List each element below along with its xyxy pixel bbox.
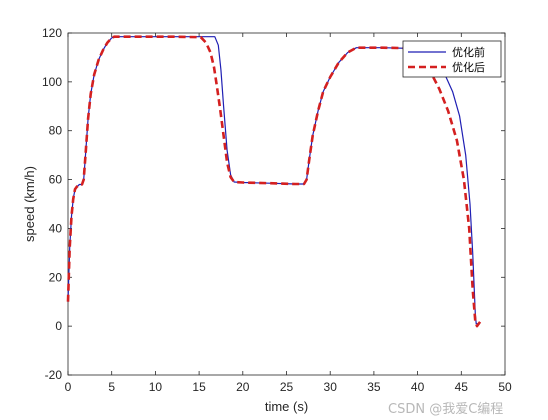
y-tick-label: -20: [45, 368, 63, 382]
x-tick-label: 0: [65, 380, 72, 394]
y-axis: -20 0 20 40 60 80 100 120: [42, 26, 505, 382]
legend-label-series-2: 优化后: [452, 60, 485, 74]
x-axis: 0 5 10 15 20 25 30 35 40 45 50: [65, 33, 512, 394]
y-tick-label: 20: [49, 270, 63, 284]
x-tick-label: 10: [149, 380, 163, 394]
x-tick-label: 5: [108, 380, 115, 394]
legend-label-series-1: 优化前: [452, 45, 485, 59]
x-tick-label: 25: [280, 380, 294, 394]
y-tick-label: 60: [49, 173, 63, 187]
x-tick-label: 50: [498, 380, 512, 394]
x-tick-label: 45: [455, 380, 469, 394]
y-tick-label: 40: [49, 221, 63, 235]
y-tick-label: 0: [55, 319, 62, 333]
y-tick-label: 100: [42, 75, 62, 89]
y-axis-label: speed (km/h): [22, 166, 37, 242]
x-tick-label: 15: [192, 380, 206, 394]
watermark-text: CSDN @我爱C编程: [388, 402, 504, 417]
plot-area: [67, 32, 506, 376]
x-tick-label: 30: [324, 380, 338, 394]
y-tick-label: 120: [42, 26, 62, 40]
y-tick-label: 80: [49, 124, 63, 138]
legend: 优化前 优化后: [402, 40, 502, 78]
legend-box: [402, 40, 502, 78]
x-tick-label: 20: [236, 380, 250, 394]
x-tick-label: 35: [367, 380, 381, 394]
x-tick-label: 40: [411, 380, 425, 394]
x-axis-label: time (s): [265, 399, 308, 414]
